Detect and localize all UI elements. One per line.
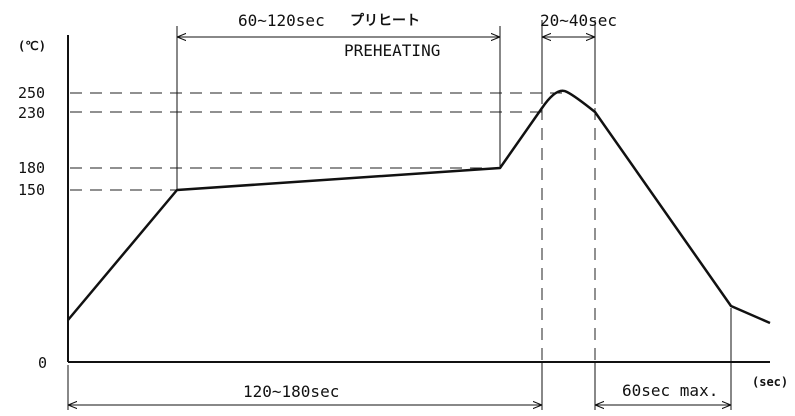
- temperature-reference-lines: [70, 92, 568, 191]
- y-tick-250: 250: [18, 84, 45, 102]
- y-tick-180: 180: [18, 159, 45, 177]
- axes: [67, 35, 770, 363]
- total-time-label: 120~180sec: [243, 382, 339, 401]
- preheat-time-label: 60~120sec: [238, 11, 325, 30]
- extension-lines: [67, 20, 732, 410]
- preheat-jp-label: プリヒート: [350, 13, 420, 29]
- peak-window-lines: [541, 108, 596, 362]
- temperature-unit-label: (℃): [18, 39, 46, 53]
- peak-time-label: 20~40sec: [540, 11, 617, 30]
- cooling-time-label: 60sec max.: [622, 381, 718, 400]
- y-tick-0: 0: [38, 354, 47, 372]
- preheat-en-label: PREHEATING: [344, 41, 440, 60]
- y-tick-150: 150: [18, 181, 45, 199]
- time-unit-label: (sec): [752, 375, 788, 389]
- y-tick-230: 230: [18, 104, 45, 122]
- temperature-profile-curve: [67, 89, 771, 325]
- dimension-arrows: [69, 37, 730, 405]
